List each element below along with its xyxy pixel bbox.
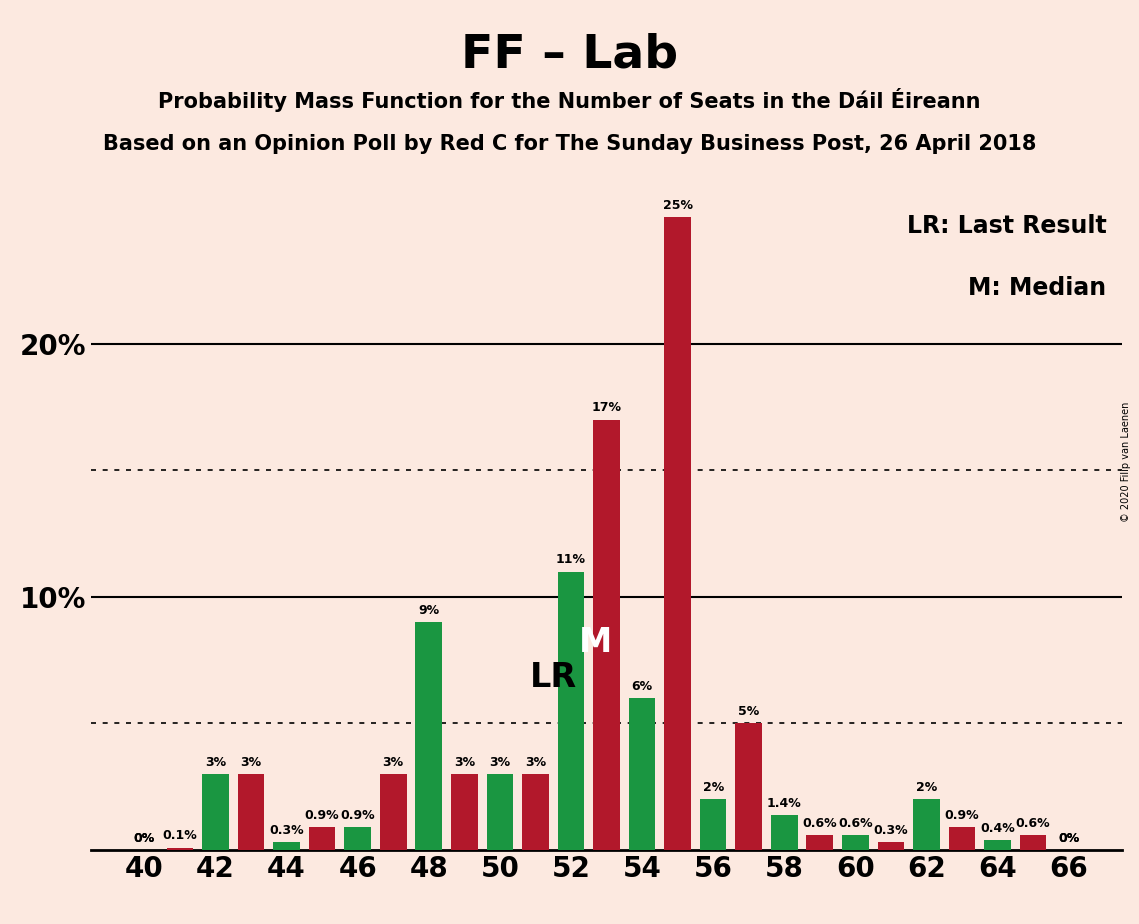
Text: M: Median: M: Median [968,275,1106,299]
Bar [842,835,869,850]
Text: 0.1%: 0.1% [163,830,197,843]
Bar [273,843,300,850]
Bar [238,774,264,850]
Bar [913,799,940,850]
Text: 2%: 2% [703,782,723,795]
Bar [984,840,1010,850]
Text: 3%: 3% [490,756,510,769]
Text: 0.9%: 0.9% [944,809,980,822]
Bar [451,774,477,850]
Text: FF – Lab: FF – Lab [461,32,678,78]
Text: 0%: 0% [1058,832,1080,845]
Text: 0.9%: 0.9% [341,809,375,822]
Text: 0%: 0% [133,832,155,845]
Text: 3%: 3% [383,756,404,769]
Text: 0.4%: 0.4% [981,821,1015,835]
Bar [699,799,727,850]
Bar [522,774,549,850]
Text: 5%: 5% [738,705,760,718]
Bar [877,843,904,850]
Text: 25%: 25% [663,199,693,212]
Bar [593,419,620,850]
Text: 3%: 3% [240,756,262,769]
Bar [949,827,975,850]
Bar [771,815,797,850]
Bar [1019,835,1047,850]
Text: 3%: 3% [205,756,226,769]
Text: 9%: 9% [418,604,440,617]
Text: 2%: 2% [916,782,937,795]
Text: Based on an Opinion Poll by Red C for The Sunday Business Post, 26 April 2018: Based on an Opinion Poll by Red C for Th… [103,134,1036,154]
Bar [629,699,655,850]
Bar [344,827,371,850]
Text: LR: LR [530,662,576,694]
Text: 0.6%: 0.6% [803,817,837,830]
Text: 3%: 3% [525,756,546,769]
Text: 0.3%: 0.3% [874,824,908,837]
Text: 0%: 0% [1058,832,1080,845]
Text: 6%: 6% [631,680,653,693]
Bar [166,847,194,850]
Text: 0%: 0% [133,832,155,845]
Bar [203,774,229,850]
Text: 1.4%: 1.4% [767,796,802,809]
Text: 3%: 3% [453,756,475,769]
Bar [416,622,442,850]
Bar [736,723,762,850]
Text: 11%: 11% [556,553,585,566]
Text: 17%: 17% [591,402,622,415]
Bar [380,774,407,850]
Text: 0.3%: 0.3% [269,824,304,837]
Bar [806,835,833,850]
Bar [309,827,336,850]
Text: 0.9%: 0.9% [305,809,339,822]
Text: 0.6%: 0.6% [1016,817,1050,830]
Bar [486,774,514,850]
Bar [558,572,584,850]
Text: Probability Mass Function for the Number of Seats in the Dáil Éireann: Probability Mass Function for the Number… [158,88,981,112]
Text: © 2020 Filip van Laenen: © 2020 Filip van Laenen [1121,402,1131,522]
Text: LR: Last Result: LR: Last Result [907,214,1106,238]
Bar [664,217,691,850]
Text: 0.6%: 0.6% [838,817,872,830]
Text: M: M [580,626,613,659]
